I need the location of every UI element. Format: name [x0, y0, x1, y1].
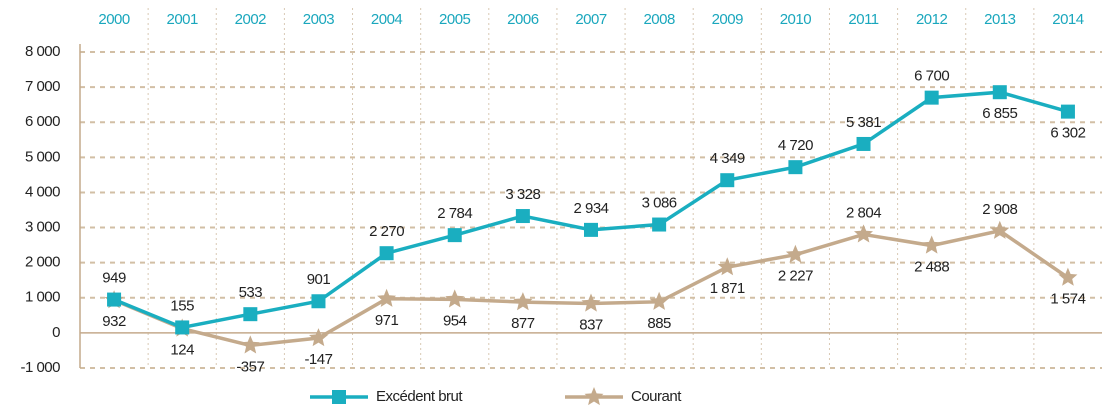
- y-tick-label: 6 000: [25, 113, 60, 130]
- x-tick-label: 2010: [780, 11, 812, 28]
- marker: [990, 220, 1010, 239]
- data-label: 533: [239, 284, 263, 301]
- data-label: -357: [236, 358, 264, 375]
- data-label: 2 488: [914, 259, 949, 276]
- data-label: 837: [579, 316, 603, 333]
- data-label: 6 700: [914, 68, 949, 85]
- marker: [311, 294, 326, 309]
- marker: [309, 328, 328, 347]
- y-tick-label: 8 000: [25, 43, 60, 60]
- marker: [785, 244, 805, 263]
- data-label: 901: [307, 271, 331, 288]
- data-label: 954: [443, 312, 467, 329]
- legend-marker: [332, 390, 346, 404]
- data-label: 2 270: [369, 223, 404, 240]
- data-label: 949: [102, 270, 126, 287]
- marker: [924, 90, 939, 105]
- x-tick-label: 2003: [303, 11, 335, 28]
- marker: [175, 320, 190, 335]
- data-label: 6 855: [982, 105, 1017, 122]
- y-tick-label: 3 000: [25, 219, 60, 236]
- data-label: 2 227: [778, 268, 813, 285]
- x-tick-label: 2007: [575, 11, 607, 28]
- marker: [379, 246, 394, 261]
- x-tick-label: 2005: [439, 11, 471, 28]
- marker: [788, 160, 803, 175]
- marker: [717, 257, 737, 276]
- marker: [515, 209, 530, 224]
- data-label: 885: [647, 315, 671, 332]
- marker: [243, 307, 258, 322]
- marker: [581, 293, 601, 312]
- x-tick-label: 2006: [507, 11, 539, 28]
- x-tick-label: 2013: [984, 11, 1016, 28]
- legend-marker: [584, 387, 604, 406]
- data-label: 155: [170, 297, 194, 314]
- x-tick-label: 2002: [235, 11, 267, 28]
- data-label: 3 328: [505, 186, 540, 203]
- marker: [447, 228, 462, 243]
- x-tick-label: 2009: [712, 11, 744, 28]
- y-tick-label: 0: [52, 324, 60, 341]
- y-tick-label: 5 000: [25, 148, 60, 165]
- data-label: 932: [102, 313, 126, 330]
- legend-label: Courant: [631, 388, 682, 405]
- data-label: 3 086: [642, 195, 677, 212]
- marker: [922, 235, 942, 254]
- marker: [584, 222, 598, 237]
- data-label: 5 381: [846, 114, 881, 131]
- y-tick-label: 2 000: [25, 254, 60, 271]
- data-label: 4 349: [710, 150, 745, 167]
- marker: [1058, 267, 1078, 286]
- x-tick-label: 2004: [371, 11, 403, 28]
- data-label: 1 871: [710, 280, 745, 297]
- marker: [513, 292, 533, 311]
- marker: [649, 291, 669, 310]
- marker: [240, 335, 260, 354]
- marker: [720, 173, 735, 188]
- y-tick-label: 1 000: [25, 289, 60, 306]
- x-tick-label: 2014: [1052, 11, 1084, 28]
- data-label: -147: [304, 351, 332, 368]
- y-tick-label: 4 000: [25, 183, 60, 200]
- data-label: 971: [375, 312, 399, 329]
- y-tick-label: -1 000: [20, 359, 60, 376]
- marker: [992, 85, 1007, 100]
- x-tick-label: 2008: [643, 11, 675, 28]
- data-label: 2 804: [846, 204, 881, 221]
- data-label: 124: [170, 342, 194, 359]
- marker: [1060, 104, 1075, 119]
- y-tick-label: 7 000: [25, 78, 60, 95]
- data-label: 877: [511, 315, 535, 332]
- marker: [856, 136, 871, 151]
- legend-label: Excédent brut: [376, 388, 463, 405]
- data-label: 2 934: [573, 200, 608, 217]
- marker: [854, 224, 873, 243]
- marker: [445, 289, 465, 308]
- data-label: 6 302: [1050, 125, 1085, 142]
- x-tick-label: 2011: [848, 11, 878, 28]
- x-tick-label: 2012: [916, 11, 948, 28]
- marker: [107, 292, 122, 307]
- marker: [377, 288, 397, 307]
- data-label: 2 784: [437, 205, 472, 222]
- data-label: 4 720: [778, 137, 813, 154]
- data-label: 2 908: [982, 201, 1017, 218]
- x-tick-label: 2001: [167, 11, 199, 28]
- data-label: 1 574: [1050, 291, 1085, 308]
- marker: [652, 217, 667, 232]
- x-tick-label: 2000: [98, 11, 130, 28]
